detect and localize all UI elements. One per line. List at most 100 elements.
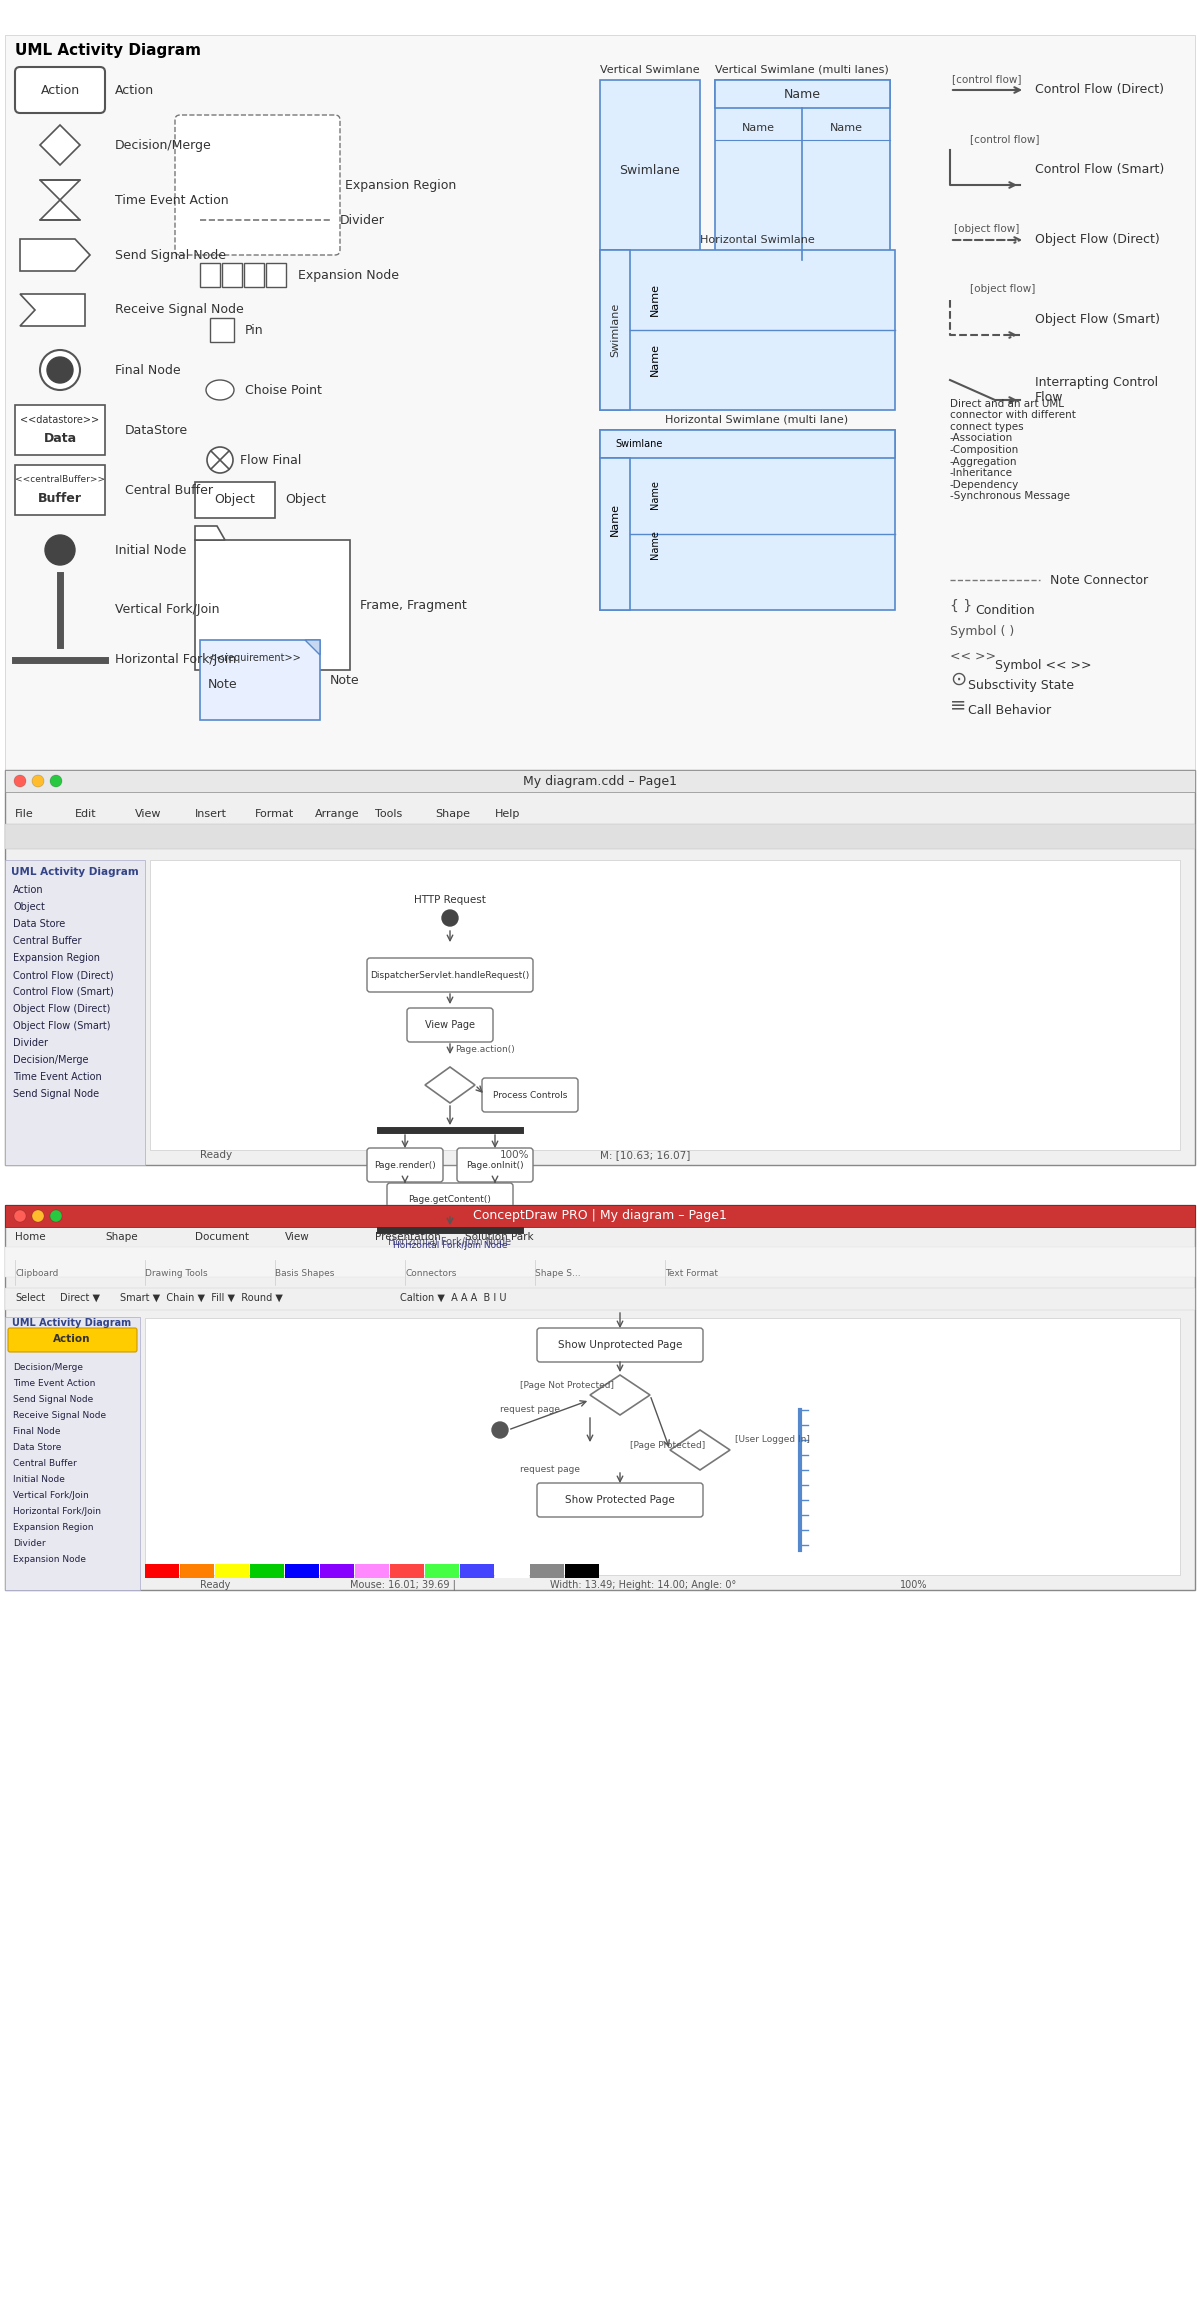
Text: Object Flow (Smart): Object Flow (Smart) — [1034, 313, 1160, 327]
FancyBboxPatch shape — [5, 1318, 140, 1589]
FancyBboxPatch shape — [5, 1205, 1195, 1226]
Text: Name: Name — [650, 481, 660, 508]
Text: Central Buffer: Central Buffer — [125, 483, 214, 497]
Text: Text Format: Text Format — [665, 1270, 718, 1277]
Text: [control flow]: [control flow] — [953, 74, 1021, 85]
Text: Ready: Ready — [200, 1150, 232, 1159]
FancyBboxPatch shape — [355, 1564, 389, 1578]
Text: Vertical Swimlane (multi lanes): Vertical Swimlane (multi lanes) — [715, 64, 889, 76]
Text: Send Signal Node: Send Signal Node — [13, 1394, 94, 1403]
FancyBboxPatch shape — [482, 1079, 578, 1111]
Polygon shape — [194, 527, 226, 540]
Text: Decision/Merge: Decision/Merge — [115, 138, 211, 152]
Text: Select: Select — [14, 1293, 46, 1304]
FancyBboxPatch shape — [460, 1564, 494, 1578]
Text: Arrange: Arrange — [314, 810, 360, 819]
FancyBboxPatch shape — [215, 1564, 250, 1578]
Text: Symbol << >>: Symbol << >> — [995, 658, 1092, 672]
Text: { }: { } — [950, 598, 972, 614]
FancyBboxPatch shape — [194, 483, 275, 518]
Circle shape — [50, 1210, 62, 1221]
FancyBboxPatch shape — [14, 67, 106, 113]
Text: Object: Object — [286, 494, 326, 506]
FancyBboxPatch shape — [530, 1564, 564, 1578]
Text: DataStore: DataStore — [125, 423, 188, 437]
Text: Central Buffer: Central Buffer — [13, 936, 82, 945]
Text: UML Activity Diagram: UML Activity Diagram — [12, 1318, 132, 1327]
FancyBboxPatch shape — [266, 262, 286, 288]
Text: Central Buffer: Central Buffer — [13, 1458, 77, 1467]
Text: Horizontal Fork/Join: Horizontal Fork/Join — [115, 653, 236, 667]
FancyBboxPatch shape — [5, 34, 1195, 826]
Text: Decision/Merge: Decision/Merge — [13, 1362, 83, 1371]
FancyBboxPatch shape — [5, 770, 1195, 1166]
Text: Expansion Region: Expansion Region — [13, 1523, 94, 1532]
Text: Choise Point: Choise Point — [245, 384, 322, 396]
Text: Shape: Shape — [436, 810, 470, 819]
Text: Time Event Action: Time Event Action — [13, 1072, 102, 1081]
Text: Name: Name — [650, 283, 660, 317]
Text: Object: Object — [13, 902, 44, 913]
Text: Condition: Condition — [974, 603, 1034, 616]
Text: Document: Document — [194, 1233, 250, 1242]
Text: Vertical Fork/Join: Vertical Fork/Join — [115, 603, 220, 616]
Text: Time Event Action: Time Event Action — [13, 1378, 95, 1387]
FancyBboxPatch shape — [8, 1327, 137, 1352]
Text: Data: Data — [43, 432, 77, 444]
Polygon shape — [670, 1431, 730, 1470]
Polygon shape — [20, 239, 90, 271]
Text: Page.onInit(): Page.onInit() — [466, 1162, 524, 1168]
Text: Presentation: Presentation — [374, 1233, 440, 1242]
Text: Control Flow (Smart): Control Flow (Smart) — [13, 987, 114, 996]
Polygon shape — [40, 124, 80, 166]
Text: [object flow]: [object flow] — [970, 283, 1036, 294]
Text: Symbol ( ): Symbol ( ) — [950, 626, 1014, 637]
FancyBboxPatch shape — [244, 262, 264, 288]
Text: Expansion Region: Expansion Region — [13, 952, 100, 964]
Text: Basis Shapes: Basis Shapes — [275, 1270, 335, 1277]
Text: Send Signal Node: Send Signal Node — [115, 248, 226, 262]
Circle shape — [32, 775, 44, 787]
Text: Note Connector: Note Connector — [1050, 573, 1148, 586]
FancyBboxPatch shape — [180, 1564, 214, 1578]
Text: Vertical Fork/Join: Vertical Fork/Join — [13, 1490, 89, 1500]
FancyBboxPatch shape — [5, 1247, 1195, 1277]
Text: Name: Name — [829, 122, 863, 133]
Text: Control Flow (Direct): Control Flow (Direct) — [1034, 83, 1164, 97]
Text: Page.action(): Page.action() — [455, 1044, 515, 1053]
Text: Data Store: Data Store — [13, 1442, 61, 1451]
Text: Edit: Edit — [74, 810, 97, 819]
Text: Horizontal Fork/Join: Horizontal Fork/Join — [13, 1506, 101, 1516]
Text: Expansion Node: Expansion Node — [13, 1555, 86, 1564]
Text: Action: Action — [53, 1334, 91, 1343]
FancyBboxPatch shape — [150, 860, 1180, 1150]
Text: Initial Node: Initial Node — [115, 543, 186, 557]
FancyBboxPatch shape — [320, 1564, 354, 1578]
Text: Vertical Swimlane: Vertical Swimlane — [600, 64, 700, 76]
FancyBboxPatch shape — [14, 405, 106, 455]
Text: Send Signal Node: Send Signal Node — [13, 1088, 100, 1099]
FancyBboxPatch shape — [358, 1235, 542, 1254]
Text: Swimlane: Swimlane — [619, 163, 680, 177]
Text: Control Flow (Smart): Control Flow (Smart) — [1034, 163, 1164, 177]
Text: [Page Protected]: [Page Protected] — [630, 1440, 706, 1449]
Text: Page.render(): Page.render() — [374, 1162, 436, 1168]
Circle shape — [47, 356, 73, 384]
Text: Call Behavior: Call Behavior — [968, 704, 1051, 718]
Text: Format: Format — [256, 810, 294, 819]
Text: Width: 13.49; Height: 14.00; Angle: 0°: Width: 13.49; Height: 14.00; Angle: 0° — [550, 1580, 737, 1589]
Text: Object Flow (Direct): Object Flow (Direct) — [13, 1005, 110, 1014]
Text: Action: Action — [13, 886, 43, 895]
Circle shape — [442, 911, 458, 927]
FancyBboxPatch shape — [5, 860, 145, 1166]
FancyBboxPatch shape — [367, 959, 533, 991]
Text: Shape S...: Shape S... — [535, 1270, 581, 1277]
Polygon shape — [40, 179, 80, 200]
Text: [User Logged In]: [User Logged In] — [734, 1435, 810, 1444]
Text: Expansion Region: Expansion Region — [346, 179, 456, 191]
Text: Object Flow (Smart): Object Flow (Smart) — [13, 1021, 110, 1030]
Text: Horizontal Fork/Join Node: Horizontal Fork/Join Node — [392, 1240, 508, 1249]
Text: Receive Signal Node: Receive Signal Node — [13, 1410, 106, 1419]
FancyBboxPatch shape — [386, 1182, 514, 1217]
Text: Name: Name — [650, 343, 660, 377]
